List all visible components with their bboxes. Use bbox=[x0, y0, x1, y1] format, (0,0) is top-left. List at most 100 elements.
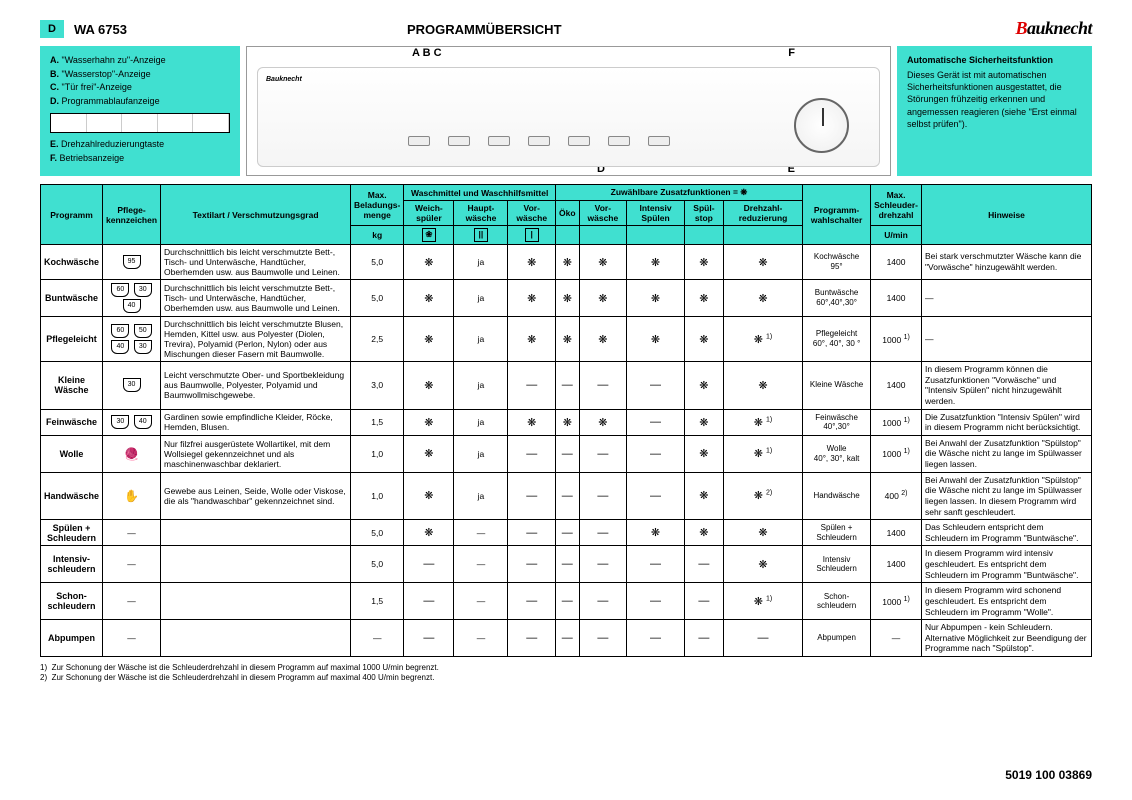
cell-rpm: 1000 1) bbox=[871, 317, 922, 362]
table-row: Spülen + Schleudern—5,0❋————❋❋❋Spülen + … bbox=[41, 520, 1092, 546]
cell-rpm: — bbox=[871, 620, 922, 657]
cell-rpm: 1400 bbox=[871, 280, 922, 317]
legend-c: "Tür frei"-Anzeige bbox=[62, 82, 132, 92]
cell-weich: ❋ bbox=[404, 280, 454, 317]
cell-haupt: ja bbox=[454, 317, 508, 362]
th-maxbel: Max. Beladungs-menge bbox=[351, 185, 404, 226]
table-row: Abpumpen——————————Abpumpen—Nur Abpumpen … bbox=[41, 620, 1092, 657]
cell-weich: — bbox=[404, 620, 454, 657]
cell-haupt: ja bbox=[454, 280, 508, 317]
brand-logo: Bauknecht bbox=[1015, 18, 1092, 39]
cell-vorw: ❋ bbox=[579, 245, 627, 280]
cell-int: — bbox=[627, 435, 685, 472]
cell-textil: Leicht verschmutzte Ober- und Sportbekle… bbox=[161, 362, 351, 410]
th-maxschl: Max. Schleuder-drehzahl bbox=[871, 185, 922, 226]
cell-oeko: — bbox=[556, 583, 580, 620]
cell-oeko: — bbox=[556, 546, 580, 583]
cell-care: ✋ bbox=[103, 472, 161, 520]
cell-textil bbox=[161, 546, 351, 583]
cell-wahl: Intensiv Schleudern bbox=[803, 546, 871, 583]
th-kg: kg bbox=[351, 226, 404, 245]
cell-hint: In diesem Programm wird schonend geschle… bbox=[922, 583, 1092, 620]
cell-rpm: 1000 1) bbox=[871, 409, 922, 435]
cell-hint: — bbox=[922, 317, 1092, 362]
cell-bel: 1,5 bbox=[351, 583, 404, 620]
cell-hint: In diesem Programm können die Zusatzfunk… bbox=[922, 362, 1092, 410]
cell-wahl: Spülen + Schleudern bbox=[803, 520, 871, 546]
cell-program: Spülen + Schleudern bbox=[41, 520, 103, 546]
mainwash-icon: || bbox=[474, 228, 488, 242]
cell-care: — bbox=[103, 520, 161, 546]
cell-hint: Bei Anwahl der Zusatzfunktion "Spülstop"… bbox=[922, 435, 1092, 472]
document-number: 5019 100 03869 bbox=[1005, 768, 1092, 782]
control-panel-diagram: A B C F D E Bauknecht bbox=[246, 46, 891, 176]
country-badge: D bbox=[40, 20, 64, 38]
cell-vorw: ❋ bbox=[579, 280, 627, 317]
cell-care: 95 bbox=[103, 245, 161, 280]
label-abc: A B C bbox=[412, 47, 442, 59]
th-umin: U/min bbox=[871, 226, 922, 245]
cell-weich: ❋ bbox=[404, 362, 454, 410]
cell-textil: Durchschnittlich bis leicht verschmutzte… bbox=[161, 280, 351, 317]
cell-int: ❋ bbox=[627, 280, 685, 317]
legend-box: A. "Wasserhahn zu"-Anzeige B. "Wassersto… bbox=[40, 46, 240, 176]
cell-oeko: ❋ bbox=[556, 245, 580, 280]
cell-rpm: 400 2) bbox=[871, 472, 922, 520]
cell-care: 30 bbox=[103, 362, 161, 410]
cell-bel: 5,0 bbox=[351, 520, 404, 546]
cell-stop: ❋ bbox=[684, 520, 723, 546]
cell-care: — bbox=[103, 546, 161, 583]
cell-hint: Nur Abpumpen - kein Schleudern. Alternat… bbox=[922, 620, 1092, 657]
cell-int: — bbox=[627, 362, 685, 410]
cell-weich: ❋ bbox=[404, 409, 454, 435]
cell-haupt: ja bbox=[454, 472, 508, 520]
th-icon-vor: | bbox=[508, 226, 556, 245]
cell-rpm: 1400 bbox=[871, 520, 922, 546]
softener-icon: ❀ bbox=[422, 228, 436, 242]
cell-rpm: 1000 1) bbox=[871, 583, 922, 620]
cell-bel: 1,0 bbox=[351, 435, 404, 472]
cell-int: ❋ bbox=[627, 520, 685, 546]
th-wasch-group: Waschmittel und Waschhilfsmittel bbox=[404, 185, 556, 201]
cell-vorw: — bbox=[579, 362, 627, 410]
cell-textil: Gardinen sowie empfindliche Kleider, Röc… bbox=[161, 409, 351, 435]
cell-int: — bbox=[627, 546, 685, 583]
cell-program: Kochwäsche bbox=[41, 245, 103, 280]
safety-title: Automatische Sicherheitsfunktion bbox=[907, 54, 1082, 66]
cell-stop: ❋ bbox=[684, 409, 723, 435]
cell-care: — bbox=[103, 583, 161, 620]
cell-textil bbox=[161, 583, 351, 620]
cell-oeko: ❋ bbox=[556, 280, 580, 317]
th-vor: Vor-wäsche bbox=[508, 201, 556, 226]
table-row: Kleine Wäsche30Leicht verschmutzte Ober-… bbox=[41, 362, 1092, 410]
cell-vor: ❋ bbox=[508, 317, 556, 362]
program-table: Programm Pflege-kennzeichen Textilart / … bbox=[40, 184, 1092, 657]
cell-care: 30 40 bbox=[103, 409, 161, 435]
cell-int: ❋ bbox=[627, 317, 685, 362]
cell-vorw: — bbox=[579, 546, 627, 583]
th-icon-haupt: || bbox=[454, 226, 508, 245]
cell-int: — bbox=[627, 620, 685, 657]
cell-wahl: Feinwäsche40°,30° bbox=[803, 409, 871, 435]
cell-vorw: — bbox=[579, 435, 627, 472]
cell-vorw: — bbox=[579, 620, 627, 657]
cell-weich: ❋ bbox=[404, 520, 454, 546]
cell-program: Feinwäsche bbox=[41, 409, 103, 435]
cell-vor: — bbox=[508, 546, 556, 583]
cell-care: 60 30 40 bbox=[103, 280, 161, 317]
legend-a: "Wasserhahn zu"-Anzeige bbox=[62, 55, 166, 65]
cell-dreh: ❋ bbox=[723, 546, 802, 583]
legend-b: "Wasserstop"-Anzeige bbox=[62, 69, 151, 79]
cell-vor: ❋ bbox=[508, 409, 556, 435]
header: D WA 6753 PROGRAMMÜBERSICHT bbox=[40, 20, 1092, 38]
cell-rpm: 1400 bbox=[871, 245, 922, 280]
cell-haupt: ja bbox=[454, 245, 508, 280]
panel-button-icon bbox=[528, 136, 550, 146]
cell-haupt: — bbox=[454, 583, 508, 620]
cell-haupt: — bbox=[454, 520, 508, 546]
cell-wahl: Schon-schleudern bbox=[803, 583, 871, 620]
cell-weich: — bbox=[404, 546, 454, 583]
cell-haupt: — bbox=[454, 620, 508, 657]
cell-care: — bbox=[103, 620, 161, 657]
model-number: WA 6753 bbox=[74, 22, 127, 37]
